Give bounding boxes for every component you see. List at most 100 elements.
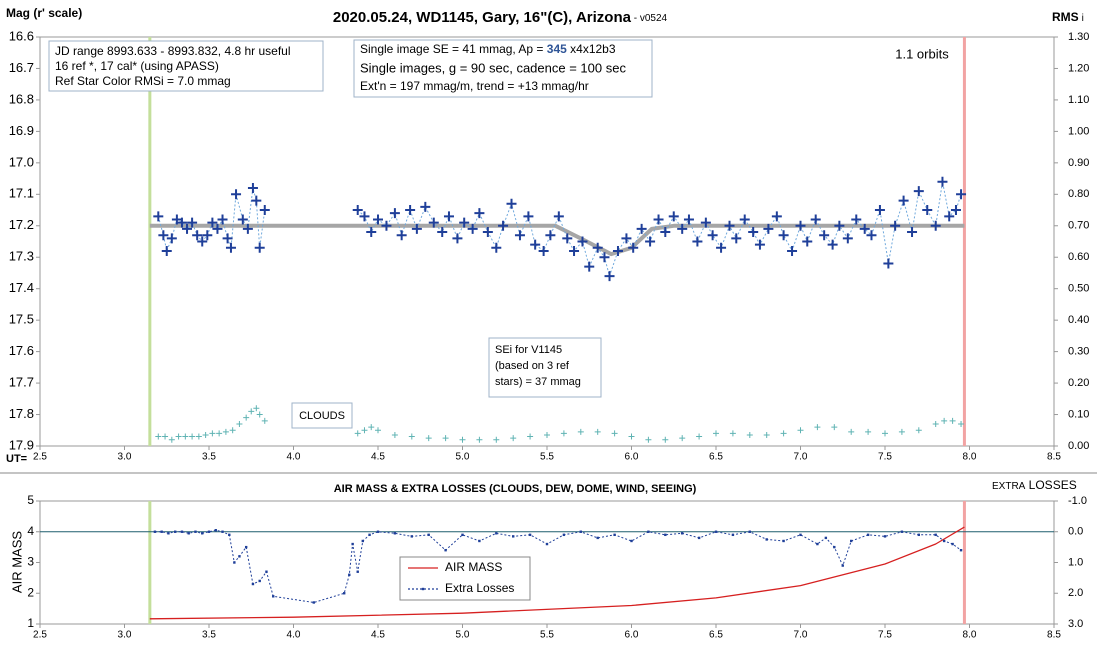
data-point: [848, 428, 855, 435]
y-tick-label: 16.6: [9, 28, 34, 43]
annotation-text: JD range 8993.633 - 8993.832, 4.8 hr use…: [55, 44, 291, 58]
data-point: [258, 579, 261, 583]
legend: AIR MASS Extra Losses: [399, 556, 531, 601]
data-point: [233, 561, 236, 564]
data-point: [834, 220, 845, 231]
data-point: [443, 211, 454, 222]
y-tick-label: 4: [27, 524, 34, 538]
x-tick-label: 4.0: [287, 630, 301, 641]
data-point: [787, 245, 798, 256]
x-tick-label: 3.5: [202, 630, 216, 641]
data-point: [831, 424, 838, 431]
data-point: [428, 217, 439, 228]
data-point: [272, 595, 275, 598]
annotation-text: Ext'n = 197 mmag/m, trend = +13 mmag/hr: [360, 79, 589, 93]
data-point: [248, 408, 255, 415]
y2-label-suffix: i: [1082, 13, 1084, 24]
data-point: [495, 532, 498, 535]
data-point: [696, 433, 703, 440]
data-point: [611, 430, 618, 437]
data-point: [312, 601, 315, 604]
annotation-text: SEi for V1145: [495, 344, 562, 356]
data-point: [577, 236, 588, 247]
data-point: [242, 223, 253, 234]
data-point: [874, 205, 885, 216]
y2-axis-label: EXTRA LOSSES: [992, 478, 1077, 492]
x-tick-label: 5.0: [456, 452, 470, 463]
x-tick-label: 6.5: [709, 452, 723, 463]
data-point: [865, 428, 872, 435]
data-point: [932, 420, 939, 427]
data-point: [153, 211, 164, 222]
annotation-text: 16 ref *, 17 cal* (using APASS): [55, 59, 219, 73]
data-point: [636, 223, 647, 234]
data-point: [530, 239, 541, 250]
data-point: [816, 542, 819, 546]
data-point: [207, 217, 218, 228]
data-point: [662, 436, 669, 443]
y2-tick-label: 0.60: [1068, 251, 1089, 263]
x-tick-label: 8.0: [963, 452, 977, 463]
chart-title: 2020.05.24, WD1145, Gary, 16"(C), Arizon…: [333, 9, 668, 26]
x-tick-label: 3.0: [118, 630, 132, 641]
data-point: [343, 592, 346, 595]
annotation-box: [48, 40, 324, 92]
data-point: [217, 214, 228, 225]
data-point: [207, 530, 211, 533]
y-tick-label: 17.7: [9, 375, 34, 390]
y2-tick-label: 0.10: [1068, 408, 1089, 420]
x-tick-label: 7.0: [794, 452, 808, 463]
data-point: [160, 530, 163, 533]
data-point: [187, 217, 198, 228]
title-text: 2020.05.24, WD1145, Gary, 16"(C), Arizon…: [333, 9, 632, 26]
data-point: [731, 233, 742, 244]
x-tick-label: 8.5: [1047, 630, 1061, 641]
data-point: [375, 427, 381, 434]
data-point: [560, 430, 567, 437]
data-point: [373, 214, 383, 225]
data-point: [265, 570, 268, 573]
data-point: [579, 530, 582, 533]
data-point: [628, 433, 635, 440]
data-point: [167, 532, 170, 535]
data-point: [175, 433, 182, 440]
data-point: [621, 233, 632, 244]
data-point: [212, 223, 223, 234]
data-point: [545, 542, 549, 546]
data-point: [243, 414, 250, 421]
data-point: [359, 211, 370, 222]
data-point: [528, 533, 532, 537]
data-point: [216, 430, 223, 437]
legend-label: AIR MASS: [445, 560, 502, 574]
data-point: [754, 239, 765, 250]
data-point: [544, 431, 550, 438]
data-point: [461, 533, 464, 537]
data-point: [763, 223, 774, 234]
y2-tick-label: 1.30: [1068, 31, 1089, 43]
data-point: [713, 430, 719, 437]
data-point: [596, 536, 599, 540]
data-point: [814, 424, 821, 431]
data-point: [222, 233, 233, 244]
annotation-text: (based on 3 ref: [495, 360, 570, 372]
annotation-part: 345: [547, 42, 567, 56]
data-point: [898, 195, 909, 206]
annotation-text: Single image SE = 41 mmag, Ap = 345 x4x1…: [360, 42, 616, 56]
data-point: [166, 233, 177, 244]
data-point: [251, 195, 262, 206]
data-point: [410, 535, 413, 538]
data-point: [209, 430, 216, 437]
y-tick-label: 17.6: [9, 343, 34, 358]
data-point: [562, 233, 573, 244]
y-tick-label: 17.5: [9, 312, 34, 327]
data-point: [780, 430, 787, 437]
data-point: [354, 430, 361, 437]
data-point: [707, 230, 718, 241]
data-point: [498, 220, 509, 231]
data-point: [958, 420, 965, 427]
data-point: [182, 223, 193, 234]
y2-tick-label: 0.50: [1068, 283, 1089, 295]
data-point: [201, 532, 204, 535]
y2-tick-label: 1.20: [1068, 62, 1089, 74]
data-point: [937, 176, 948, 187]
